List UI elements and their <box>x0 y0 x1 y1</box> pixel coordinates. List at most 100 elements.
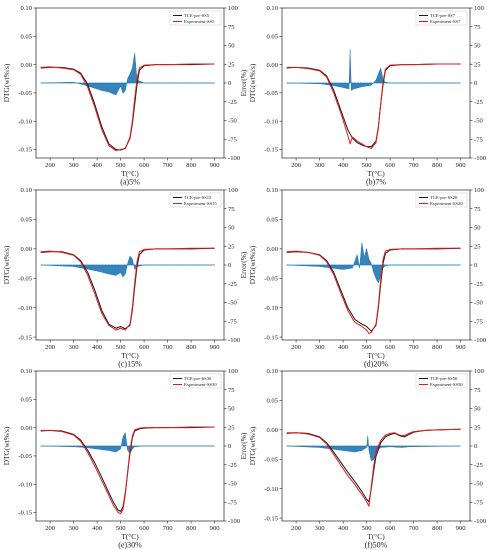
x-tick-label: 800 <box>432 344 443 351</box>
x-tick-label: 600 <box>385 162 396 169</box>
sim-line <box>286 63 461 148</box>
y2-axis-label: Error(%) <box>239 69 248 96</box>
y-tick-label: -0.05 <box>264 90 278 97</box>
plot-area <box>40 52 215 152</box>
panel-caption: (a)5% <box>120 178 140 187</box>
x-tick-label: 300 <box>315 525 326 532</box>
y2-tick-label: 25 <box>474 424 481 431</box>
y2-tick-label: -75 <box>474 499 483 506</box>
exp-line <box>286 63 461 149</box>
y-tick-label: -0.15 <box>264 147 278 154</box>
x-tick-label: 700 <box>163 162 174 169</box>
x-tick-label: 300 <box>315 344 326 351</box>
panel-2: 200 300 400 500 600 700 800 900-0.15-0.10-0.050… <box>248 5 487 186</box>
y-tick-label: 0.00 <box>266 246 278 253</box>
sim-line <box>40 247 215 330</box>
y2-tick-label: 75 <box>474 206 481 213</box>
y2-tick-label: 75 <box>228 206 235 213</box>
x-tick-label: 500 <box>116 344 127 351</box>
y2-tick-label: 75 <box>228 387 235 394</box>
y-tick-label: 0.05 <box>266 34 278 41</box>
y2-tick-label: -50 <box>474 118 483 125</box>
sim-line <box>286 247 461 332</box>
legend-label: TCE-pre-SS20 <box>430 195 458 200</box>
y2-tick-label: -25 <box>228 462 237 469</box>
legend-label: TCE-pre-SS15 <box>184 195 212 200</box>
y-tick-label: 0.10 <box>266 5 278 12</box>
y2-tick-label: -50 <box>228 481 237 488</box>
y-tick-label: 0.05 <box>266 398 278 405</box>
x-tick-label: 400 <box>338 162 349 169</box>
x-axis-label: T(°C) <box>367 169 385 178</box>
y2-axis-label: Error(%) <box>239 432 248 459</box>
y2-tick-label: -25 <box>474 462 483 469</box>
legend-label: TCE-pre-SS5 <box>184 13 210 18</box>
x-tick-label: 400 <box>92 525 103 532</box>
x-tick-label: 900 <box>456 162 467 169</box>
x-tick-label: 400 <box>338 525 349 532</box>
exp-line <box>40 247 215 331</box>
x-tick-label: 400 <box>92 344 103 351</box>
panel-caption: (d)20% <box>364 360 388 369</box>
y2-tick-label: -50 <box>228 118 237 125</box>
x-axis-label: T(°C) <box>367 351 385 360</box>
plot-area <box>40 426 215 515</box>
y2-tick-label: 0 <box>474 80 478 87</box>
y-tick-label: 0.00 <box>266 62 278 69</box>
x-axis-label: T(°C) <box>121 351 139 360</box>
exp-line <box>286 247 461 335</box>
y-tick-label: -0.15 <box>264 334 278 341</box>
y2-tick-label: 50 <box>474 225 481 232</box>
y2-tick-label: 100 <box>228 187 239 194</box>
y2-tick-label: 25 <box>228 243 235 250</box>
y-tick-label: -0.10 <box>18 305 32 312</box>
exp-line <box>40 426 215 515</box>
exp-line <box>286 428 461 507</box>
y2-tick-label: 100 <box>474 5 485 12</box>
y-tick-label: -0.10 <box>264 118 278 125</box>
y2-tick-label: 25 <box>474 61 481 68</box>
x-tick-label: 400 <box>338 344 349 351</box>
y2-axis-label: Error(%) <box>485 69 487 96</box>
panel-caption: (f)50% <box>365 541 388 550</box>
panel-3: 200 300 400 500 600 700 800 900-0.15-0.10-0.050… <box>2 187 248 368</box>
legend-box <box>169 10 222 26</box>
x-tick-label: 300 <box>315 162 326 169</box>
y2-tick-label: 0 <box>228 262 232 269</box>
y2-tick-label: -75 <box>228 136 237 143</box>
x-tick-label: 400 <box>92 162 103 169</box>
y-tick-label: -0.05 <box>18 275 32 282</box>
y-tick-label: 0.10 <box>266 187 278 194</box>
y2-tick-label: 50 <box>228 225 235 232</box>
y-tick-label: -0.10 <box>264 486 278 493</box>
y2-tick-label: -75 <box>228 318 237 325</box>
y2-axis-label: Error(%) <box>485 432 487 459</box>
y2-tick-label: 0 <box>474 443 478 450</box>
exp-line <box>40 63 215 152</box>
y-tick-label: 0.10 <box>20 187 32 194</box>
y2-tick-label: 25 <box>228 61 235 68</box>
plot-area <box>286 428 461 507</box>
y2-axis-label: Error(%) <box>485 251 487 278</box>
y-tick-label: -0.05 <box>18 453 32 460</box>
y-tick-label: -0.15 <box>18 510 32 517</box>
x-tick-label: 800 <box>186 525 197 532</box>
y-axis-label: DTG(wt%/s) <box>248 63 257 102</box>
panel-6: 200 300 400 500 600 700 800 900-0.15-0.10-0.050… <box>248 368 487 549</box>
x-tick-label: 500 <box>362 344 373 351</box>
y2-tick-label: 75 <box>228 24 235 31</box>
y2-tick-label: 100 <box>228 368 239 375</box>
x-tick-label: 500 <box>362 162 373 169</box>
x-tick-label: 600 <box>139 162 150 169</box>
y-tick-label: 0.10 <box>20 368 32 375</box>
x-tick-label: 600 <box>139 525 150 532</box>
y-axis-label: DTG(wt%/s) <box>248 426 257 465</box>
y-tick-label: -0.15 <box>18 334 32 341</box>
y-tick-label: 0.10 <box>20 5 32 12</box>
y2-tick-label: 50 <box>228 406 235 413</box>
x-axis-label: T(°C) <box>367 532 385 541</box>
y2-tick-label: -100 <box>474 518 487 525</box>
